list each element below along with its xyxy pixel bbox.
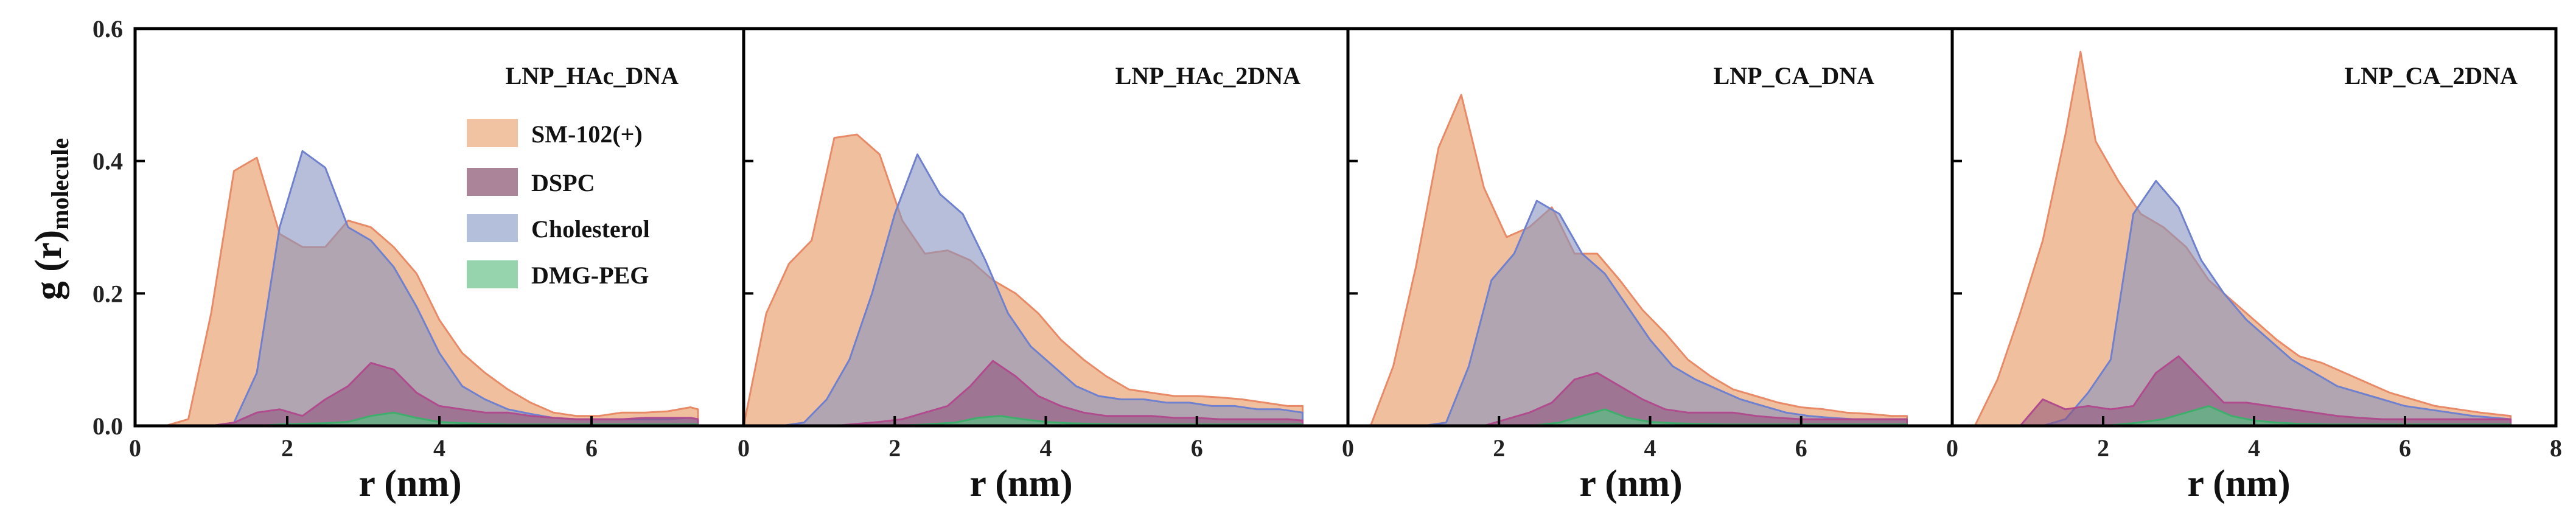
legend: SM-102(+) DSPC Cholesterol DMG-PEG — [467, 119, 650, 289]
x-tick-label-2-1: 2 — [888, 434, 901, 462]
panel-4: 0 2 4 6 8 — [1946, 27, 2562, 462]
legend-label-cholesterol: Cholesterol — [531, 215, 650, 243]
panel-2: 0 2 4 6 — [738, 27, 1350, 462]
panels-layer: 0 2 4 6 0.0 0.2 0.4 0.6 0 2 4 6 0 2 4 6 0 2 4 6 8 — [92, 15, 2562, 462]
legend-label-dspc: DSPC — [531, 169, 595, 196]
area-sm102-panel-4 — [1974, 50, 2512, 427]
x-tick-label-2-2: 4 — [1040, 434, 1052, 462]
x-tick-label-4-3: 6 — [2399, 434, 2411, 462]
area-dspc-panel-3 — [1482, 372, 1908, 427]
legend-swatch-dspc — [467, 168, 518, 196]
x-tick-label-3-0: 0 — [1342, 434, 1354, 462]
x-tick-label-1-3: 6 — [585, 434, 598, 462]
y-axis-title-subscript: molecule — [46, 138, 74, 230]
x-axis-title-panel-3: r (nm) — [1579, 463, 1682, 504]
x-tick-label-1-0: 0 — [129, 434, 141, 462]
area-cholesterol-panel-4 — [2042, 179, 2512, 427]
panel-title-4: LNP_CA_2DNA — [2345, 62, 2518, 89]
x-tick-label-2-3: 6 — [1191, 434, 1203, 462]
y-tick-label-2: 0.4 — [92, 148, 123, 175]
y-tick-label-3: 0.6 — [92, 15, 123, 43]
x-tick-label-4-1: 2 — [2097, 434, 2109, 462]
x-tick-label-4-0: 0 — [1946, 434, 1958, 462]
x-axis-title-panel-4: r (nm) — [2187, 463, 2290, 504]
panel-3: 0 2 4 6 — [1342, 27, 1954, 462]
panel-title-1: LNP_HAc_DNA — [506, 62, 679, 89]
x-tick-label-3-2: 4 — [1644, 434, 1656, 462]
legend-label-dmgpeg: DMG-PEG — [531, 262, 649, 289]
panel-title-2: LNP_HAc_2DNA — [1115, 62, 1301, 89]
x-tick-label-4-2: 4 — [2248, 434, 2260, 462]
area-dspc-panel-4 — [2019, 355, 2512, 427]
y-axis-title-main: g (r) — [28, 230, 69, 300]
x-tick-label-1-1: 2 — [281, 434, 293, 462]
area-dspc-panel-1 — [210, 362, 699, 427]
panel-title-3: LNP_CA_DNA — [1714, 62, 1875, 89]
x-axis-title-panel-1: r (nm) — [358, 463, 461, 504]
x-tick-label-1-2: 4 — [433, 434, 445, 462]
legend-swatch-dmgpeg — [467, 260, 518, 288]
panel-1: 0 2 4 6 0.0 0.2 0.4 0.6 — [92, 15, 745, 462]
area-cholesterol-panel-2 — [780, 153, 1304, 427]
y-tick-label-0: 0.0 — [92, 412, 123, 440]
legend-label-sm102: SM-102(+) — [531, 120, 643, 148]
y-tick-label-1: 0.2 — [92, 280, 123, 307]
x-tick-label-4-4: 8 — [2550, 434, 2562, 462]
x-tick-label-3-3: 6 — [1795, 434, 1807, 462]
legend-swatch-cholesterol — [467, 214, 518, 242]
y-axis-title: g (r)molecule — [28, 138, 74, 300]
x-tick-label-2-0: 0 — [738, 434, 750, 462]
area-dspc-panel-2 — [833, 360, 1304, 427]
x-axis-title-panel-2: r (nm) — [969, 463, 1072, 504]
x-tick-label-3-1: 2 — [1493, 434, 1505, 462]
legend-swatch-sm102 — [467, 119, 518, 147]
